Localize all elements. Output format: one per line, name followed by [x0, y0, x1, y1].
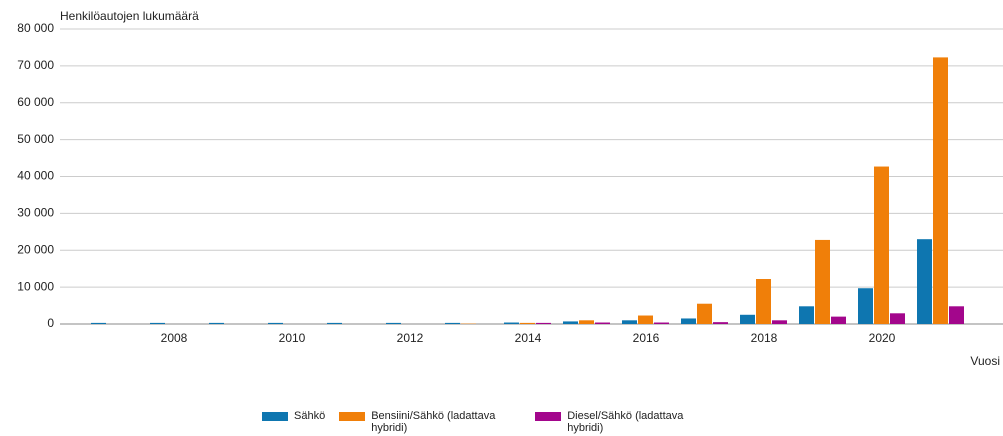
x-tick-label: 2016 [633, 331, 660, 345]
y-tick-label: 60 000 [17, 95, 54, 109]
y-tick-label: 20 000 [17, 242, 54, 256]
bar [638, 315, 653, 324]
bar [327, 322, 342, 324]
bar [386, 322, 401, 324]
bar [681, 318, 696, 324]
y-tick-label: 50 000 [17, 132, 54, 146]
y-tick-label: 0 [47, 316, 54, 330]
bar [874, 166, 889, 324]
bar [520, 322, 535, 324]
y-tick-label: 30 000 [17, 206, 54, 220]
x-tick-label: 2020 [869, 331, 896, 345]
y-tick-label: 40 000 [17, 169, 54, 183]
bar [504, 322, 519, 324]
x-axis-label: Vuosi [970, 354, 1000, 368]
x-tick-label: 2012 [397, 331, 424, 345]
y-axis-label: Henkilöautojen lukumäärä [60, 9, 199, 23]
x-tick-label: 2010 [279, 331, 306, 345]
bar [445, 322, 460, 324]
x-tick-label: 2008 [161, 331, 188, 345]
y-tick-label: 80 000 [17, 21, 54, 35]
bar [933, 57, 948, 325]
y-tick-label: 10 000 [17, 279, 54, 293]
bar [697, 303, 712, 324]
legend-item: Bensiini/Sähkö (ladattava hybridi) [339, 410, 521, 434]
legend-item: Sähkö [262, 410, 325, 434]
bar [858, 288, 873, 324]
bar [563, 321, 578, 324]
bar [209, 322, 224, 324]
x-tick-label: 2014 [515, 331, 542, 345]
bar [917, 239, 932, 324]
bar [654, 322, 669, 324]
bar [831, 316, 846, 324]
bar [949, 306, 964, 324]
bar [713, 322, 728, 324]
legend-label: Sähkö [294, 410, 326, 422]
legend: Sähkö Bensiini/Sähkö (ladattava hybridi) D… [262, 410, 731, 434]
bar [536, 322, 551, 324]
bar [772, 320, 787, 324]
legend-swatch [262, 412, 288, 421]
bar [595, 322, 610, 324]
legend-label: Diesel/Sähkö (ladattava hybridi) [567, 410, 684, 434]
bar [91, 322, 106, 324]
bar [815, 239, 830, 324]
y-tick-label: 70 000 [17, 58, 54, 72]
bar [579, 320, 594, 324]
chart: Henkilöautojen lukumäärä Vuosi 0 10 000 20… [17, 9, 1003, 368]
bar [268, 322, 283, 324]
x-tick-label: 2018 [751, 331, 778, 345]
bar [622, 320, 637, 324]
legend-swatch [535, 412, 562, 421]
legend-label: Bensiini/Sähkö (ladattava hybridi) [371, 410, 496, 434]
bar [756, 279, 771, 324]
legend-swatch [339, 412, 366, 421]
bar [740, 314, 755, 324]
bar [799, 306, 814, 324]
bar [150, 322, 165, 324]
bar [890, 313, 905, 324]
legend-item: Diesel/Sähkö (ladattava hybridi) [535, 410, 717, 434]
